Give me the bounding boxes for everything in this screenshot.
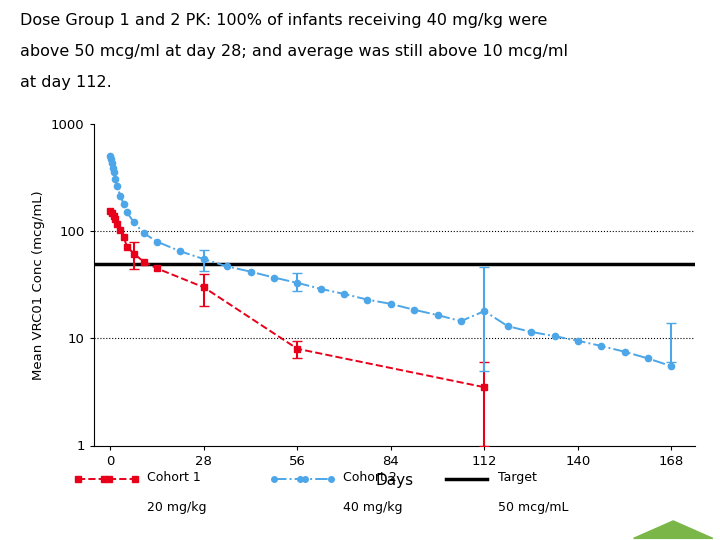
- Polygon shape: [634, 521, 713, 538]
- Text: 40 mg/kg: 40 mg/kg: [343, 501, 402, 514]
- Text: Cohort 1: Cohort 1: [147, 471, 201, 484]
- Text: 20 mg/kg: 20 mg/kg: [147, 501, 207, 514]
- Text: Dose Group 1 and 2 PK: 100% of infants receiving 40 mg/kg were: Dose Group 1 and 2 PK: 100% of infants r…: [20, 14, 547, 29]
- Text: Cohort 2: Cohort 2: [343, 471, 397, 484]
- X-axis label: Days: Days: [375, 473, 413, 488]
- Y-axis label: Mean VRC01 Conc (mcg/mL): Mean VRC01 Conc (mcg/mL): [32, 190, 45, 380]
- Text: Target: Target: [498, 471, 537, 484]
- Text: at day 112.: at day 112.: [20, 75, 112, 90]
- Text: above 50 mcg/ml at day 28; and average was still above 10 mcg/ml: above 50 mcg/ml at day 28; and average w…: [20, 44, 568, 59]
- Text: 50 mcg/mL: 50 mcg/mL: [498, 501, 569, 514]
